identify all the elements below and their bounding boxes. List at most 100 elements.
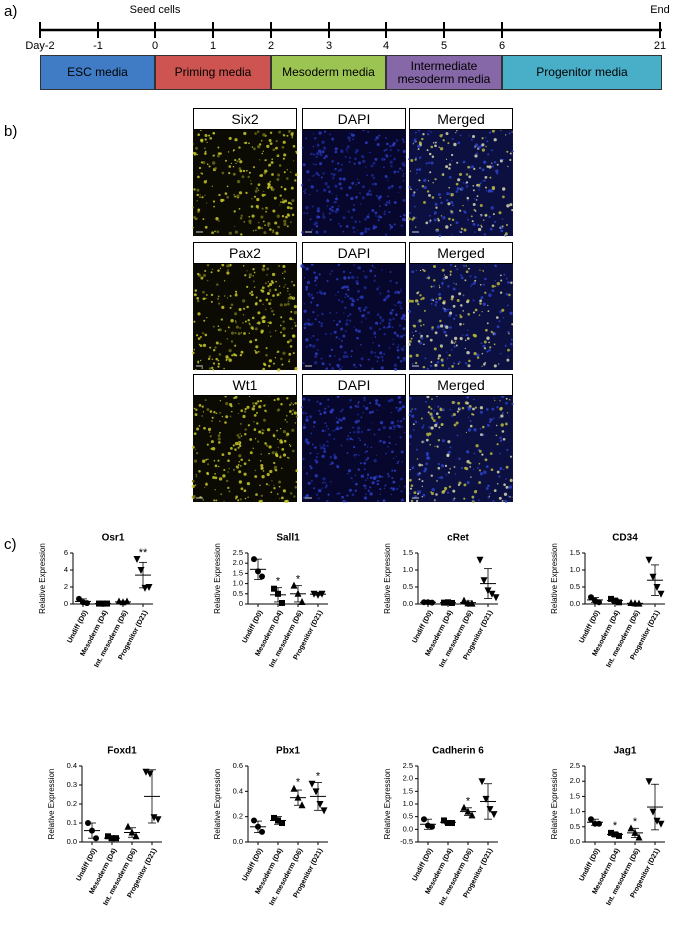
cell-spot [371,182,375,186]
cell-spot [305,267,309,271]
cell-spot [506,304,509,307]
cell-spot [288,131,291,134]
cell-spot [207,427,212,431]
cell-spot [360,231,364,236]
cell-spot [348,132,351,135]
cell-spot [201,405,204,408]
cell-spot [423,469,427,473]
cell-spot [446,491,450,494]
y-tick-label: 1.0 [570,565,580,574]
cell-spot [392,338,394,341]
cell-spot [206,408,210,411]
cell-spot [374,336,377,338]
cell-spot [462,264,466,268]
cell-spot [274,357,277,359]
cell-spot [228,231,232,235]
cell-spot [283,303,287,307]
cell-spot [384,485,386,487]
cell-spot [471,283,474,286]
cell-spot [402,357,406,360]
cell-spot [216,297,220,300]
cell-spot [466,196,470,200]
cell-spot [508,293,511,297]
cell-spot [460,276,464,280]
cell-spot [472,407,475,411]
cell-spot [491,224,495,227]
cell-spot [200,138,204,142]
cell-spot [408,185,411,189]
cell-spot [240,354,243,356]
cell-spot [360,295,364,299]
cell-spot [431,326,434,329]
cell-spot [295,481,298,483]
cell-spot [440,464,445,468]
cell-spot [342,216,346,220]
cell-spot [425,221,429,225]
cell-spot [464,362,468,365]
cell-spot [338,223,340,225]
cell-spot [230,319,234,323]
cell-spot [357,437,360,440]
cell-spot [450,264,452,267]
cell-spot [202,290,205,294]
cell-spot [318,321,321,323]
cell-spot [315,456,318,459]
cell-spot [421,185,425,188]
cell-spot [409,435,412,439]
cell-spot [356,289,361,293]
cell-spot [322,477,326,481]
cell-spot [427,411,430,414]
cell-spot [488,165,492,169]
cell-spot [349,297,352,300]
cell-spot [492,500,495,503]
cell-spot [428,405,431,409]
cell-spot [252,268,255,271]
cell-spot [229,446,233,450]
cell-spot [460,188,464,191]
cell-spot [353,431,356,434]
cell-spot [371,481,375,485]
cell-spot [394,367,398,371]
cell-spot [259,499,263,503]
cell-spot [336,420,340,424]
cell-spot [353,264,355,266]
cell-spot [357,178,359,180]
cell-spot [294,324,297,327]
cell-spot [252,166,256,169]
cell-spot [354,220,358,224]
y-tick-label: 1.0 [570,807,580,816]
cell-spot [201,415,203,417]
data-point [251,817,257,824]
cell-spot [284,188,287,191]
cell-spot [417,492,420,495]
cell-spot [280,403,283,406]
cell-spot [361,185,366,189]
cell-spot [431,298,434,301]
cell-spot [238,191,243,195]
cell-spot [239,216,243,220]
cell-spot [219,412,221,414]
cell-spot [265,347,268,350]
cell-spot [230,303,234,307]
cell-spot [423,185,427,190]
timeline-annotation: End [650,4,670,16]
cell-spot [408,158,410,161]
cell-spot [505,401,508,405]
cell-spot [507,348,510,352]
cell-spot [478,469,482,472]
cell-spot [395,455,398,458]
cell-spot [234,138,238,142]
cell-spot [305,412,307,414]
cell-spot [342,270,346,273]
cell-spot [247,175,250,179]
cell-spot [371,367,374,370]
cell-spot [354,474,357,477]
cell-spot [312,335,315,337]
cell-spot [451,218,455,222]
cell-spot [434,202,438,206]
cell-spot [274,452,278,456]
cell-spot [334,150,338,154]
cell-spot [269,142,273,145]
cell-spot [479,406,484,410]
cell-spot [363,468,366,471]
